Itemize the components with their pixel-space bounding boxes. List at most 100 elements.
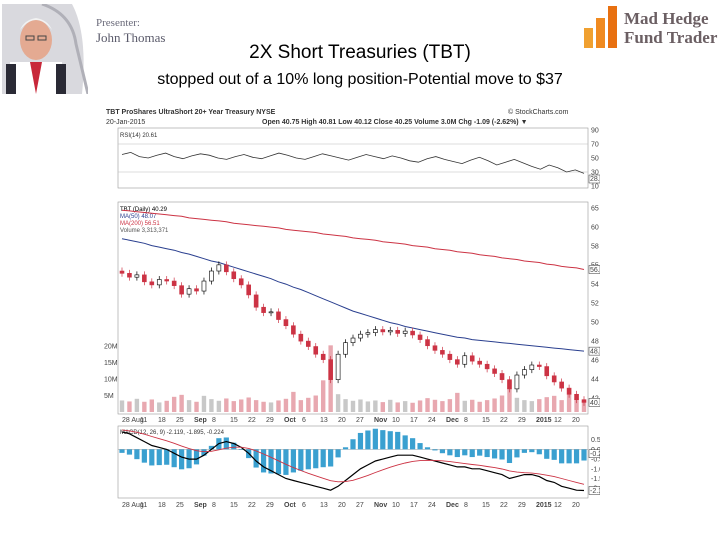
x-axis-label: Sep	[194, 417, 207, 424]
x-axis-label: Nov	[374, 502, 387, 509]
volume-bar	[253, 400, 259, 412]
price-candle	[380, 329, 386, 333]
macd-tick-label: -1.0	[591, 466, 600, 473]
macd-histogram-bar	[201, 449, 207, 456]
x-axis-label: 6	[302, 417, 306, 424]
price-candle	[492, 368, 497, 374]
price-candle	[387, 330, 393, 333]
price-candle	[216, 264, 222, 272]
price-candle	[231, 271, 237, 280]
chart-ticker-line: TBT ProShares UltraShort 20+ Year Treasu…	[106, 109, 276, 116]
macd-tick-label: -1.5	[591, 476, 600, 483]
chart-ohlc: Open 40.75 High 40.81 Low 40.12 Close 40…	[262, 119, 528, 126]
x-axis-label: 25	[176, 417, 184, 424]
price-candle	[358, 333, 363, 339]
logo-bars-icon	[584, 6, 617, 48]
volume-bar	[380, 402, 386, 412]
volume-bar	[432, 399, 438, 412]
volume-bar	[462, 400, 467, 412]
volume-bar	[559, 400, 564, 412]
rsi-tick-label: 10	[591, 184, 599, 191]
x-axis-label: 8	[212, 502, 216, 509]
x-axis-label: 20	[338, 417, 346, 424]
price-tick-label: 54	[591, 282, 599, 289]
volume-bar	[157, 402, 162, 412]
rsi-panel	[117, 127, 589, 189]
macd-histogram-bar	[208, 445, 215, 450]
price-candle	[224, 264, 229, 273]
price-candle	[477, 360, 482, 365]
rsi-current-value: 28.01	[590, 176, 600, 183]
volume-bar	[395, 402, 400, 412]
macd-histogram-bar	[275, 449, 282, 475]
macd-histogram-bar	[350, 439, 356, 450]
volume-bar	[179, 394, 184, 412]
x-axis-label: 29	[266, 417, 274, 424]
volume-tick-label: 10M	[104, 377, 118, 384]
macd-histogram-bar	[164, 449, 170, 465]
x-axis-label: 11	[140, 417, 147, 424]
volume-bar	[298, 400, 304, 412]
macd-histogram-bar	[424, 447, 431, 450]
macd-histogram-bar	[387, 431, 393, 450]
price-candle	[529, 364, 535, 370]
macd-current-badge	[588, 449, 600, 458]
price-legend-entry: MA(50) 48.07	[120, 214, 157, 220]
price-candle	[432, 345, 438, 351]
volume-tick-label: 15M	[104, 360, 118, 367]
volume-bar	[477, 401, 482, 412]
rsi-tick-label: 70	[591, 142, 599, 149]
price-candle	[544, 366, 550, 377]
volume-bar	[537, 399, 542, 412]
signal-line	[121, 429, 585, 485]
volume-tick-label: 5M	[104, 393, 114, 400]
x-axis-label: 28 Aug	[122, 417, 144, 424]
price-tick-label: 65	[591, 206, 599, 213]
price-candle	[261, 306, 266, 313]
volume-bar	[119, 400, 125, 412]
ma50-current-value: 48.07	[590, 349, 600, 356]
macd-histogram-bar	[484, 449, 490, 458]
x-axis-label: 17	[410, 502, 418, 509]
macd-label: MACD(12, 26, 9) -2.119, -1.895, -0.224	[120, 430, 225, 436]
volume-bar	[313, 395, 318, 412]
price-legend-entry: MA(200) 56.51	[120, 221, 160, 227]
x-axis-label: 8	[464, 417, 468, 424]
price-candle	[440, 350, 445, 355]
chart-date: 20-Jan-2015	[106, 119, 145, 126]
volume-bar	[566, 394, 572, 412]
macd-histogram-bar	[551, 449, 557, 460]
price-candle	[119, 270, 125, 274]
volume-bar	[246, 397, 251, 412]
price-candle	[201, 280, 207, 292]
x-axis-label: 22	[500, 417, 508, 424]
x-axis-label: Dec	[446, 417, 459, 424]
price-candle	[514, 374, 520, 390]
x-axis-label: 22	[248, 502, 256, 509]
x-axis-label: 29	[266, 502, 274, 509]
macd-histogram-bar	[410, 438, 416, 450]
price-candle	[320, 353, 326, 360]
macd-histogram-bar	[171, 449, 177, 468]
ma50-current-badge	[588, 346, 600, 356]
volume-bar	[470, 399, 475, 412]
macd-histogram-bar	[544, 449, 550, 459]
x-axis-label: 11	[140, 502, 147, 509]
x-axis-label: 22	[248, 417, 256, 424]
price-legend-entry: Volume 3,313,371	[120, 228, 169, 234]
price-candle	[350, 337, 356, 343]
price-candle	[551, 375, 557, 383]
price-tick-label: 46	[591, 358, 599, 365]
volume-bar	[507, 380, 512, 412]
macd-panel	[117, 425, 589, 499]
x-axis-label: 15	[482, 417, 490, 424]
price-candle	[425, 339, 430, 347]
macd-histogram-bar	[290, 449, 296, 473]
volume-bar	[276, 400, 281, 412]
volume-bar	[268, 402, 274, 412]
macd-histogram-bar	[402, 435, 408, 450]
presenter-name: John Thomas	[96, 30, 166, 45]
x-axis-label: 18	[158, 502, 166, 509]
price-candle	[462, 355, 468, 365]
volume-bar	[320, 380, 326, 412]
